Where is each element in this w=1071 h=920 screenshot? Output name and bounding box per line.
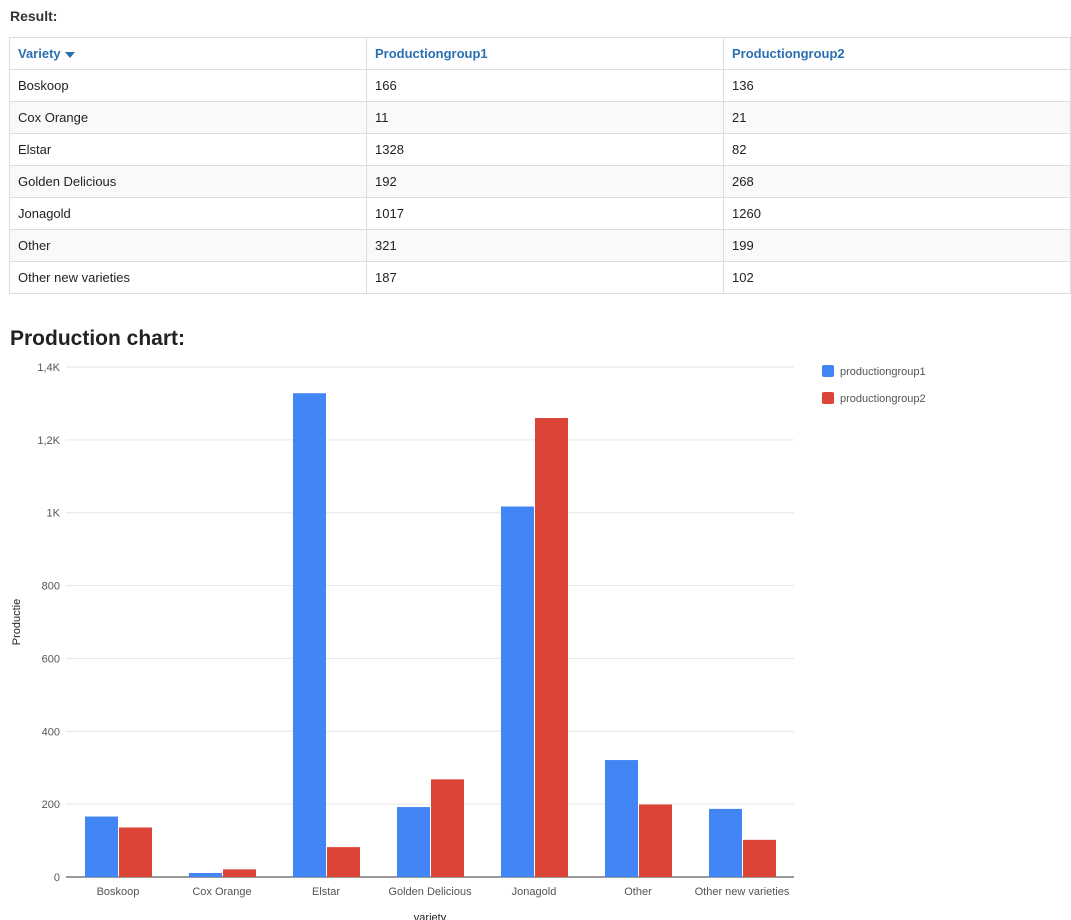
table-row: Golden Delicious 192 268: [9, 165, 1071, 198]
bar-productiongroup1: [501, 506, 534, 877]
bar-productiongroup1: [397, 807, 430, 877]
bar-productiongroup1: [85, 816, 118, 877]
variety-cell: Cox Orange: [9, 101, 367, 134]
production-cell: 11: [366, 101, 724, 134]
variety-cell: Other: [9, 229, 367, 262]
variety-cell: Elstar: [9, 133, 367, 166]
y-tick-label: 800: [42, 581, 60, 593]
y-tick-label: 1,2K: [37, 435, 60, 447]
variety-cell: Other new varieties: [9, 261, 367, 294]
bar-productiongroup2: [119, 827, 152, 877]
column-header-label: Variety: [18, 46, 61, 61]
bar-productiongroup1: [605, 760, 638, 877]
production-cell: 1017: [366, 197, 724, 230]
production-cell: 321: [366, 229, 724, 262]
bar-productiongroup2: [223, 869, 256, 877]
y-tick-label: 400: [42, 726, 60, 738]
table-row: Other 321 199: [9, 229, 1071, 262]
table-row: Other new varieties 187 102: [9, 261, 1071, 294]
x-axis-label: variety: [414, 912, 447, 920]
y-tick-label: 0: [54, 872, 60, 884]
production-chart: 0 200 400 600 800 1K 1,2K 1,4K Productie Boskoop C…: [11, 362, 926, 920]
y-tick-label: 1,4K: [37, 362, 60, 374]
bar-productiongroup2: [327, 847, 360, 877]
sort-descending-icon: [64, 51, 75, 58]
bar-productiongroup1: [293, 393, 326, 877]
table-row: Boskoop 166 136: [9, 69, 1071, 102]
legend-swatch: [822, 365, 834, 377]
table-row: Jonagold 1017 1260: [9, 197, 1071, 230]
bar-productiongroup2: [535, 418, 568, 877]
x-tick-label: Cox Orange: [192, 886, 251, 898]
bar-productiongroup2: [431, 779, 464, 877]
y-axis-label: Productie: [11, 599, 23, 645]
production-cell: 187: [366, 261, 724, 294]
variety-cell: Golden Delicious: [9, 165, 367, 198]
production-cell: 199: [723, 229, 1071, 262]
y-tick-label: 600: [42, 653, 60, 665]
production-cell: 102: [723, 261, 1071, 294]
x-tick-label: Jonagold: [512, 886, 557, 898]
column-header-productiongroup2[interactable]: Productiongroup2: [723, 37, 1071, 70]
production-cell: 1328: [366, 133, 724, 166]
production-cell: 268: [723, 165, 1071, 198]
legend-swatch: [822, 392, 834, 404]
x-tick-label: Elstar: [312, 886, 340, 898]
result-heading: Result:: [10, 8, 58, 24]
bar-productiongroup1: [189, 872, 222, 877]
production-cell: 21: [723, 101, 1071, 134]
production-cell: 82: [723, 133, 1071, 166]
chart-heading: Production chart:: [10, 327, 186, 350]
x-tick-label: Other new varieties: [695, 886, 790, 898]
column-header-productiongroup1[interactable]: Productiongroup1: [366, 37, 724, 70]
legend-label: productiongroup1: [840, 366, 926, 378]
result-table: Variety Productiongroup1 Productiongroup…: [9, 37, 1071, 294]
variety-cell: Jonagold: [9, 197, 367, 230]
variety-cell: Boskoop: [9, 69, 367, 102]
y-tick-label: 1K: [47, 508, 61, 520]
x-tick-label: Golden Delicious: [388, 886, 472, 898]
table-row: Elstar 1328 82: [9, 133, 1071, 166]
production-cell: 1260: [723, 197, 1071, 230]
table-header-row: Variety Productiongroup1 Productiongroup…: [9, 37, 1071, 70]
table-row: Cox Orange 11 21: [9, 101, 1071, 134]
x-tick-label: Boskoop: [97, 886, 140, 898]
production-cell: 136: [723, 69, 1071, 102]
x-tick-label: Other: [624, 886, 652, 898]
y-tick-label: 200: [42, 799, 60, 811]
bar-productiongroup1: [709, 808, 742, 877]
production-cell: 166: [366, 69, 724, 102]
legend-label: productiongroup2: [840, 393, 926, 405]
bar-productiongroup2: [639, 804, 672, 877]
production-cell: 192: [366, 165, 724, 198]
column-header-variety[interactable]: Variety: [9, 37, 367, 70]
bar-productiongroup2: [743, 839, 776, 877]
